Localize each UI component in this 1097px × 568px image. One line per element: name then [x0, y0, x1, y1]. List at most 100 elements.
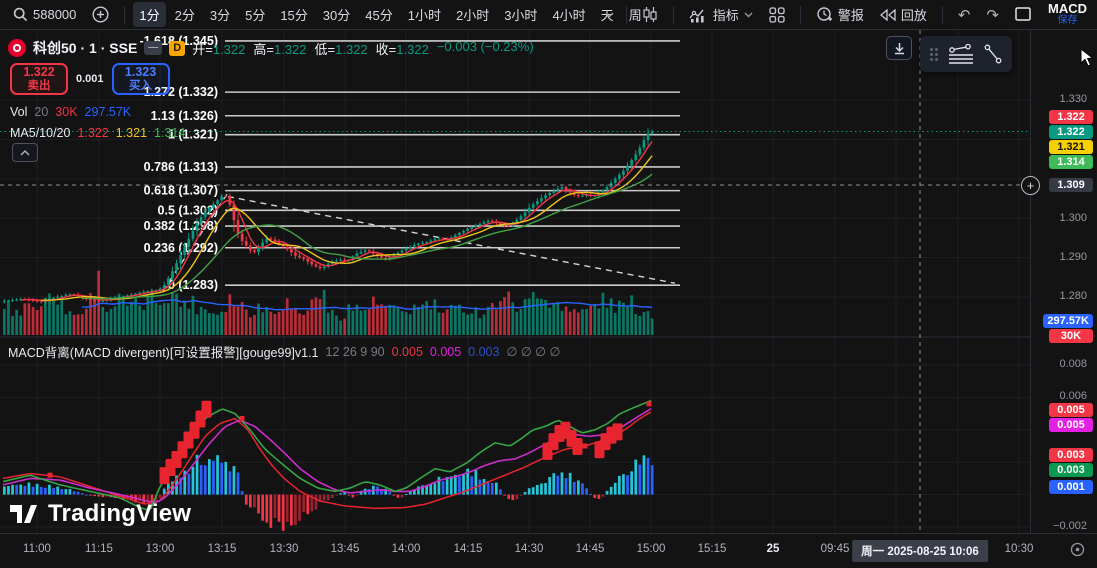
timeframe-button-3小时[interactable]: 3小时 [504, 8, 538, 23]
axis-price-badge: 297.57K [1043, 314, 1093, 328]
buy-button[interactable]: 1.323 买入 [111, 63, 170, 95]
replay-button[interactable]: 回放 [873, 2, 934, 27]
chart-style-button[interactable] [635, 3, 665, 26]
replay-icon [879, 8, 896, 21]
timeframe-button-3分[interactable]: 3分 [209, 8, 231, 23]
timeframe-button-15分[interactable]: 15分 [280, 8, 308, 23]
symbol-search-button[interactable]: 588000 [6, 4, 83, 25]
axis-tick: 1.300 [1059, 212, 1087, 224]
indicator-template-button[interactable]: MACD 保存 [1048, 2, 1087, 26]
timeframe-button-周[interactable]: 周 [628, 8, 642, 23]
macd-value-2: 0.005 [429, 344, 462, 359]
layout-grid-button[interactable] [762, 4, 792, 26]
symbol-info-row: 科创50 · 1 · SSE — D 开=1.322 高=1.322 低=1.322… [8, 38, 534, 58]
delayed-data-badge[interactable]: D [169, 40, 186, 56]
svg-text:0.236 (1.292): 0.236 (1.292) [144, 241, 218, 255]
timeframe-button-5分[interactable]: 5分 [245, 8, 266, 23]
square-icon [1015, 7, 1031, 22]
alert-button[interactable]: 警报 [809, 2, 871, 27]
axis-tick: 0.008 [1059, 358, 1087, 370]
timeframe-button-4小时[interactable]: 4小时 [552, 8, 586, 23]
ohlc-item: 低=1.322 [314, 41, 368, 57]
time-label: 14:45 [575, 543, 605, 555]
time-label: 13:30 [269, 543, 299, 555]
chart-canvas[interactable]: -1.618 (1.345)1.272 (1.332)1.13 (1.326)1… [0, 30, 1030, 533]
axis-tick: 0.006 [1059, 390, 1087, 402]
collapse-legend-icon[interactable]: — [144, 41, 163, 55]
drawing-tools-panel[interactable] [920, 36, 1012, 72]
grid-layout-icon [769, 6, 785, 23]
volume-legend[interactable]: Vol 20 30K 297.57K [10, 105, 131, 119]
timeframe-button-1分[interactable]: 1分 [133, 2, 166, 27]
axis-tick: 1.280 [1059, 290, 1087, 302]
timeframe-button-1小时[interactable]: 1小时 [407, 8, 441, 23]
ohlc-values: 开=1.322 高=1.322 低=1.322 收=1.322 −0.003 (−0.2… [192, 39, 533, 58]
download-button[interactable] [886, 36, 912, 60]
timeframe-button-2分[interactable]: 2分 [174, 8, 195, 23]
time-label: 11:15 [85, 543, 113, 555]
undo-button[interactable]: ↶ [951, 3, 978, 27]
topbar-right-group: MACD 保存 [1008, 2, 1091, 26]
time-label: 11:00 [23, 543, 51, 555]
indicators-label: 指标 [712, 8, 739, 23]
axis-price-badge: 1.322 [1049, 110, 1093, 124]
fullscreen-button[interactable] [1008, 4, 1038, 24]
ma-legend[interactable]: MA5/10/20 1.322 1.321 1.314 [10, 126, 185, 140]
buy-price: 1.323 [124, 65, 157, 80]
change-value: −0.003 (−0.23%) [436, 38, 534, 54]
timeframe-button-30分[interactable]: 30分 [322, 8, 351, 23]
volume-bars [3, 270, 654, 335]
symbol-name[interactable]: 科创50 · 1 · SSE [33, 40, 138, 56]
axis-price-badge: 30K [1049, 329, 1093, 343]
symbol-logo [8, 39, 26, 57]
template-save-label: 保存 [1057, 15, 1078, 27]
alarm-clock-icon [816, 6, 833, 23]
time-axis[interactable]: 11:00 11:15 13:00 13:15 13:30 13:45 14:00 14:15… [0, 533, 1097, 568]
volume-ma-value: 30K [55, 105, 78, 119]
alert-label: 警报 [837, 8, 864, 23]
svg-text:0.618 (1.307): 0.618 (1.307) [144, 184, 218, 198]
sell-label: 卖出 [27, 79, 51, 92]
axis-price-badge: 1.314 [1049, 155, 1093, 169]
replay-label: 回放 [900, 8, 927, 23]
collapse-panel-button[interactable] [12, 143, 38, 162]
download-icon [894, 42, 904, 54]
watermark-text: TradingView [48, 500, 192, 527]
timeframe-button-天[interactable]: 天 [600, 8, 614, 23]
chevron-down-icon[interactable] [605, 12, 614, 18]
fib-retracement-tool-icon[interactable] [948, 44, 974, 64]
time-label: 09:45 [820, 543, 850, 555]
indicators-button[interactable]: 指标 [682, 2, 760, 27]
chevron-up-icon [20, 149, 30, 155]
trend-line-tool-icon[interactable] [984, 44, 1002, 64]
axis-price-badge: 0.005 [1049, 403, 1093, 417]
time-label: 15:00 [636, 543, 666, 555]
add-alert-plus-button[interactable]: + [1021, 176, 1040, 195]
timezone-target-icon[interactable] [1070, 542, 1085, 562]
macd-legend[interactable]: MACD背离(MACD divergent)[可设置报警][gouge99]v1… [8, 342, 560, 361]
price-axis[interactable]: 1.330 1.300 1.290 1.280 0.008 0.006 −0.002 1.32… [1021, 30, 1097, 533]
axis-price-badge: 1.321 [1049, 140, 1093, 154]
macd-empty-values: ∅ ∅ ∅ ∅ [506, 345, 561, 359]
axis-price-badge: 0.001 [1049, 480, 1093, 494]
candles-icon [642, 6, 658, 23]
timeframe-button-2小时[interactable]: 2小时 [455, 8, 490, 23]
axis-tick: −0.002 [1053, 520, 1087, 532]
crosshair-time-badge: 周一 2025-08-25 10:06 [852, 540, 988, 562]
svg-text:0.786 (1.313): 0.786 (1.313) [144, 160, 218, 174]
timeframe-button-45分[interactable]: 45分 [365, 8, 393, 23]
floating-drawing-toolbar [886, 36, 1012, 72]
tradingview-watermark: TradingView [10, 500, 191, 528]
search-icon [13, 7, 28, 22]
axis-price-badge: 0.003 [1049, 448, 1093, 462]
time-label: 15:15 [697, 543, 727, 555]
redo-button[interactable]: ↷ [979, 3, 1006, 27]
ma20-value: 1.314 [154, 126, 186, 140]
undo-icon: ↶ [957, 6, 971, 24]
redo-icon: ↷ [986, 6, 999, 24]
time-label: 13:00 [145, 543, 175, 555]
compare-add-button[interactable] [85, 3, 116, 26]
drag-handle-icon[interactable] [930, 47, 938, 61]
sell-button[interactable]: 1.322 卖出 [10, 63, 68, 95]
